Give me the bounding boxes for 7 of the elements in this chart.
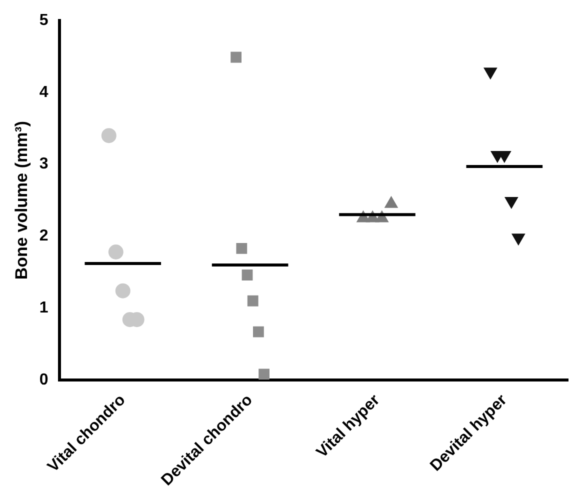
y-axis-title: Bone volume (mm³) (12, 120, 31, 280)
y-tick-label: 3 (39, 156, 48, 173)
y-tick-label: 0 (39, 371, 48, 388)
y-tick-label: 4 (39, 84, 48, 101)
y-tick-label: 2 (39, 228, 48, 245)
y-tick-label: 1 (39, 299, 48, 316)
y-tick-label: 5 (39, 12, 48, 30)
